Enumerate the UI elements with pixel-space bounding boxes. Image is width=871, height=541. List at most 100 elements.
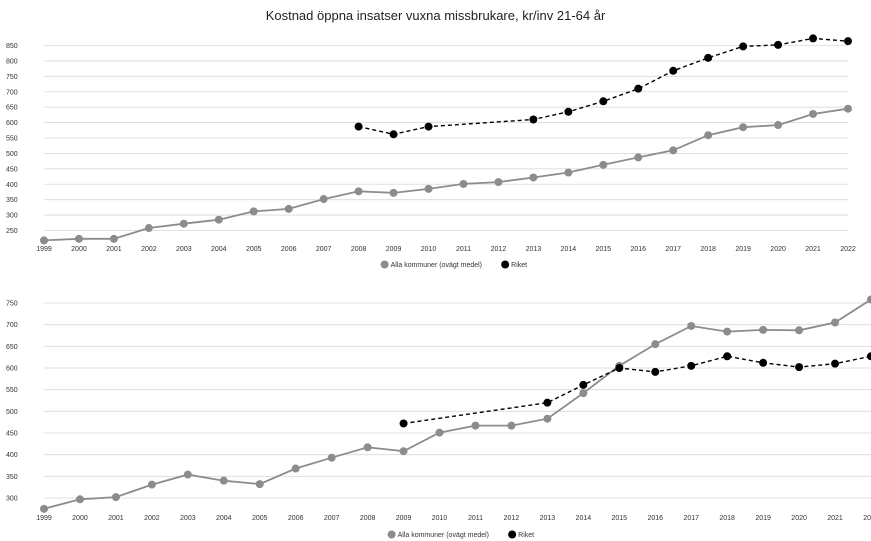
x-tick-label: 2012 [491,246,507,253]
x-tick-label: 2003 [180,515,196,522]
legend-label: Riket [511,262,527,269]
x-tick-label: 2014 [576,515,592,522]
data-point-alla-kommuner [564,168,573,177]
x-tick-label: 2015 [596,246,612,253]
y-tick-label: 600 [6,366,18,373]
data-point-riket [389,130,398,139]
x-tick-label: 2010 [432,515,448,522]
y-tick-label: 500 [6,151,18,158]
x-tick-label: 2007 [324,515,340,522]
chart-1: Kostnad öppna insatser vuxna missbrukare… [6,8,856,269]
data-point-riket [774,40,783,49]
data-point-alla-kommuner [424,184,433,193]
x-tick-label: 2005 [246,246,262,253]
data-point-riket [599,97,608,106]
x-tick-label: 2006 [281,246,297,253]
y-tick-label: 450 [6,431,18,438]
data-point-alla-kommuner [147,480,156,489]
data-point-alla-kommuner [399,447,408,456]
y-tick-label: 550 [6,136,18,143]
data-point-alla-kommuner [844,104,852,113]
series-line-alla-kommuner [43,298,871,510]
data-point-alla-kommuner [471,421,480,430]
data-point-riket [651,367,660,376]
x-tick-label: 2004 [211,246,227,253]
data-point-alla-kommuner [529,173,538,182]
data-point-alla-kommuner [739,123,748,132]
chart-2: 750 700 650 600 550 500 450 400 350 300 1999 2000 20… [6,295,871,539]
x-tick-label: 2014 [561,246,577,253]
data-point-riket [669,66,678,75]
y-tick-label: 700 [6,322,18,329]
x-tick-label: 2001 [106,246,122,253]
data-point-alla-kommuner [579,389,588,398]
data-point-alla-kommuner [109,234,118,243]
y-tick-label: 250 [6,228,18,235]
data-point-alla-kommuner [40,236,48,245]
y-tick-label: 400 [6,182,18,189]
x-tick-label: 2012 [504,515,520,522]
x-tick-label: 2022 [840,246,856,253]
y-tick-label: 850 [6,43,18,50]
data-point-alla-kommuner [634,153,643,162]
y-tick-label: 650 [6,105,18,112]
data-point-alla-kommuner [40,504,48,513]
x-tick-label: 2006 [288,515,304,522]
x-tick-label: 2020 [770,246,786,253]
data-point-alla-kommuner [867,295,871,304]
data-point-riket [354,122,363,131]
y-tick-label: 700 [6,89,18,96]
x-tick-label: 2003 [176,246,192,253]
x-tick-label: 2016 [630,246,646,253]
data-point-riket [399,419,408,428]
data-point-alla-kommuner [704,131,713,140]
chart-title: Kostnad öppna insatser vuxna missbrukare… [266,8,606,23]
data-point-alla-kommuner [354,187,363,196]
data-point-alla-kommuner [507,421,516,430]
data-point-alla-kommuner [669,146,678,155]
x-tick-label: 2000 [71,246,87,253]
y-tick-label: 750 [6,74,18,81]
legend-label: Alla kommuner (ovägt medel) [398,532,489,539]
data-point-alla-kommuner [255,480,264,489]
data-point-alla-kommuner [183,470,192,479]
x-tick-label: 2021 [805,246,821,253]
data-point-riket [579,380,588,389]
legend-label: Riket [518,532,534,539]
data-point-alla-kommuner [363,443,372,452]
y-tick-label: 300 [6,496,18,503]
data-point-alla-kommuner [327,453,336,462]
legend-marker [380,260,389,269]
series-line-riket [358,37,849,136]
x-tick-label: 2018 [719,515,735,522]
legend-marker [501,260,510,269]
data-point-riket [704,53,713,62]
data-point-riket [867,352,871,361]
y-tick-label: 750 [6,301,18,308]
x-tick-label: 20 [863,515,871,522]
x-tick-label: 2000 [72,515,88,522]
x-tick-label: 2015 [612,515,628,522]
y-tick-label: 550 [6,387,18,394]
x-tick-label: 2020 [791,515,807,522]
x-tick-label: 2011 [468,515,483,522]
x-tick-label: 2021 [827,515,843,522]
data-point-riket [831,359,840,368]
data-point-alla-kommuner [249,207,258,216]
data-point-alla-kommuner [144,224,153,233]
data-point-riket [809,34,818,43]
data-point-riket [634,84,643,93]
data-point-alla-kommuner [459,179,468,188]
series-line-alla-kommuner [43,107,849,242]
x-tick-label: 2002 [141,246,157,253]
data-point-riket [795,363,804,372]
x-tick-label: 2009 [396,515,412,522]
data-point-alla-kommuner [774,121,783,130]
x-tick-label: 2009 [386,246,402,253]
x-tick-label: 2008 [360,515,376,522]
x-tick-label: 2010 [421,246,437,253]
data-point-alla-kommuner [687,321,696,330]
x-tick-label: 2008 [351,246,367,253]
